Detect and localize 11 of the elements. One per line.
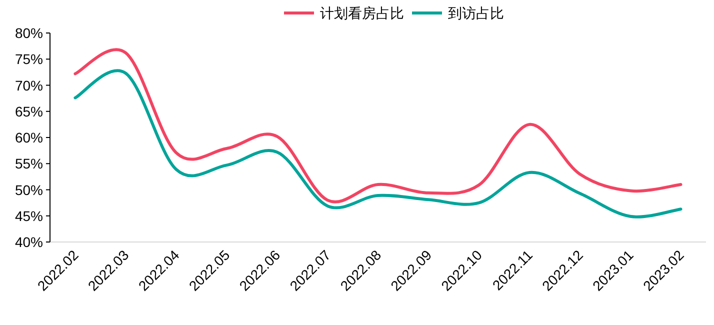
y-tick-label: 80% — [14, 25, 43, 41]
legend-label: 计划看房占比 — [320, 5, 404, 21]
y-tick-label: 60% — [14, 130, 43, 146]
y-tick-label: 70% — [14, 77, 43, 94]
y-tick-label: 65% — [14, 103, 43, 120]
y-tick-label: 75% — [14, 51, 43, 68]
legend-label: 到访占比 — [448, 5, 504, 21]
y-tick-label: 55% — [14, 156, 43, 172]
y-tick-label: 45% — [14, 208, 43, 224]
y-tick-label: 50% — [14, 182, 43, 198]
y-tick-label: 40% — [14, 234, 43, 250]
